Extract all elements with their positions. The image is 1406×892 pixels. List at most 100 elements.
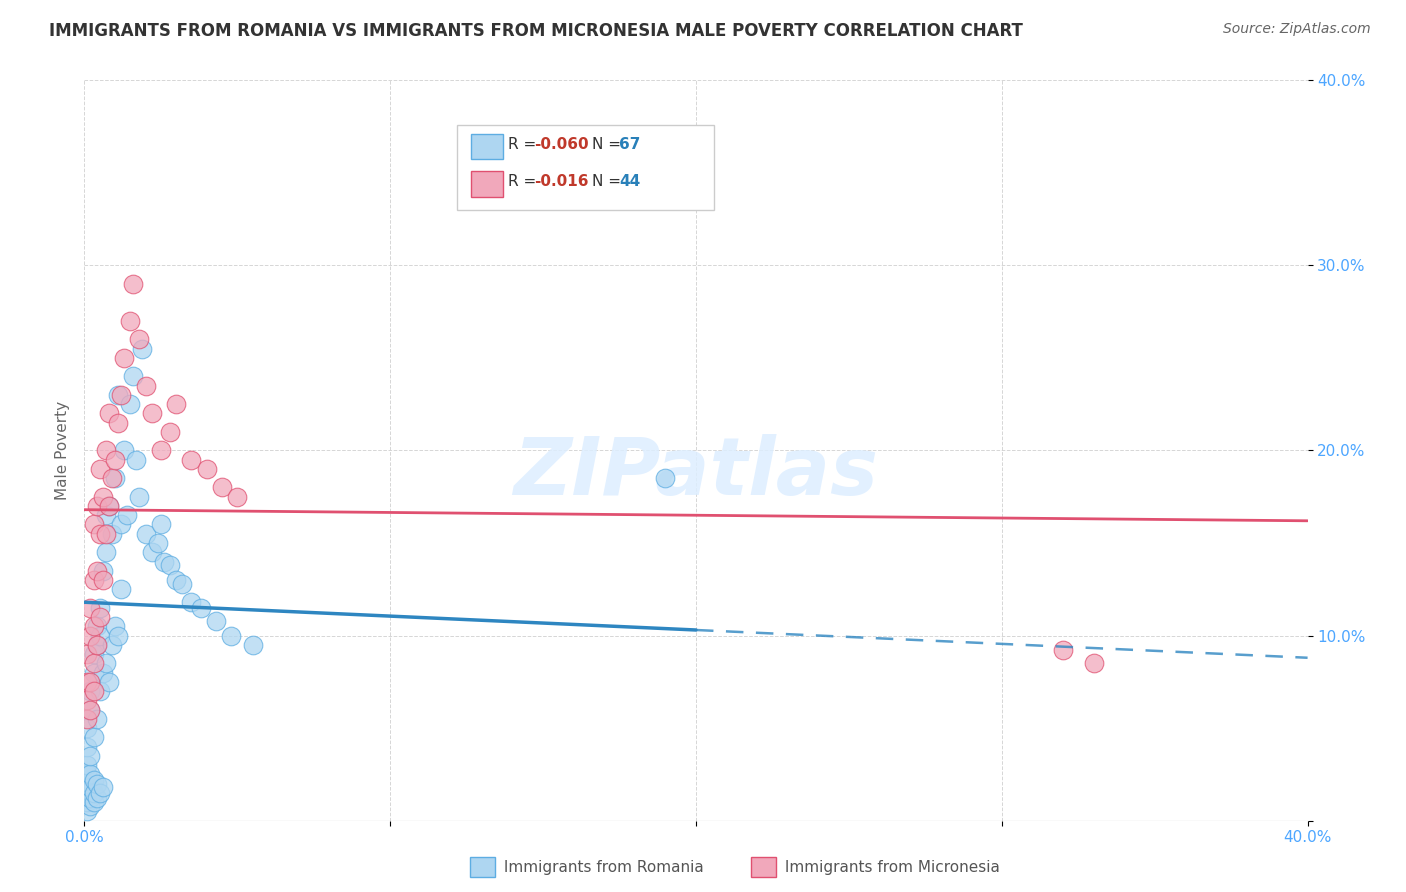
Point	[83, 657, 105, 671]
Point	[125, 452, 148, 467]
Point	[180, 595, 202, 609]
Point	[135, 526, 157, 541]
Point	[115, 508, 138, 523]
Point	[79, 767, 101, 781]
Point	[76, 674, 98, 689]
Point	[76, 758, 98, 772]
Point	[91, 665, 114, 680]
Point	[76, 795, 98, 809]
Point	[97, 674, 120, 689]
Point	[141, 545, 163, 559]
Point	[83, 517, 105, 532]
Point	[79, 628, 101, 642]
Point	[91, 573, 114, 587]
Point	[122, 369, 145, 384]
Point	[94, 657, 117, 671]
Text: Immigrants from Micronesia: Immigrants from Micronesia	[780, 860, 1000, 874]
Point	[101, 471, 124, 485]
Text: -0.060: -0.060	[534, 137, 589, 153]
Point	[83, 731, 105, 745]
Point	[83, 795, 105, 809]
Point	[180, 452, 202, 467]
Point	[122, 277, 145, 291]
Text: R =: R =	[508, 137, 541, 153]
Point	[91, 780, 114, 795]
Point	[97, 499, 120, 513]
Point	[242, 638, 264, 652]
Point	[211, 481, 233, 495]
Point	[149, 443, 172, 458]
Point	[76, 767, 98, 781]
Point	[89, 628, 111, 642]
Point	[94, 545, 117, 559]
Point	[120, 314, 142, 328]
Point	[101, 638, 124, 652]
Point	[76, 739, 98, 754]
Point	[153, 554, 176, 569]
Point	[79, 600, 101, 615]
Point	[205, 614, 228, 628]
Y-axis label: Male Poverty: Male Poverty	[55, 401, 70, 500]
Point	[112, 351, 135, 365]
Point	[1083, 657, 1105, 671]
Point	[86, 638, 108, 652]
Point	[107, 628, 129, 642]
Point	[159, 558, 181, 573]
Point	[172, 576, 194, 591]
Point	[101, 526, 124, 541]
Point	[89, 684, 111, 698]
Point	[83, 786, 105, 800]
Point	[104, 452, 127, 467]
Point	[76, 805, 98, 819]
Point	[79, 674, 101, 689]
Text: N =: N =	[592, 174, 626, 189]
Point	[91, 490, 114, 504]
Point	[86, 791, 108, 805]
Point	[89, 786, 111, 800]
Point	[89, 610, 111, 624]
Text: 67: 67	[619, 137, 640, 153]
Point	[97, 407, 120, 421]
Point	[83, 619, 105, 633]
Point	[190, 600, 212, 615]
Point	[83, 573, 105, 587]
Text: Immigrants from Romania: Immigrants from Romania	[499, 860, 704, 874]
Point	[146, 536, 169, 550]
Text: 44: 44	[619, 174, 640, 189]
Point	[79, 791, 101, 805]
Point	[120, 397, 142, 411]
Point	[76, 693, 98, 707]
Point	[76, 647, 98, 661]
Point	[89, 600, 111, 615]
Point	[86, 619, 108, 633]
Point	[141, 407, 163, 421]
Point	[195, 462, 218, 476]
Point	[165, 397, 187, 411]
Point	[654, 471, 676, 485]
Point	[112, 443, 135, 458]
Point	[97, 499, 120, 513]
Text: R =: R =	[508, 174, 541, 189]
Point	[86, 776, 108, 791]
Point	[1052, 643, 1074, 657]
FancyBboxPatch shape	[471, 171, 503, 196]
Point	[159, 425, 181, 439]
Text: IMMIGRANTS FROM ROMANIA VS IMMIGRANTS FROM MICRONESIA MALE POVERTY CORRELATION C: IMMIGRANTS FROM ROMANIA VS IMMIGRANTS FR…	[49, 22, 1024, 40]
Point	[219, 628, 242, 642]
Point	[83, 772, 105, 787]
Point	[79, 748, 101, 763]
Point	[76, 712, 98, 726]
Point	[128, 490, 150, 504]
Text: Source: ZipAtlas.com: Source: ZipAtlas.com	[1223, 22, 1371, 37]
Point	[86, 712, 108, 726]
Point	[128, 332, 150, 346]
Point	[83, 647, 105, 661]
Point	[110, 388, 132, 402]
Point	[79, 684, 101, 698]
Point	[89, 462, 111, 476]
Point	[107, 416, 129, 430]
Point	[226, 490, 249, 504]
FancyBboxPatch shape	[457, 125, 714, 210]
Point	[79, 703, 101, 717]
Point	[83, 665, 105, 680]
